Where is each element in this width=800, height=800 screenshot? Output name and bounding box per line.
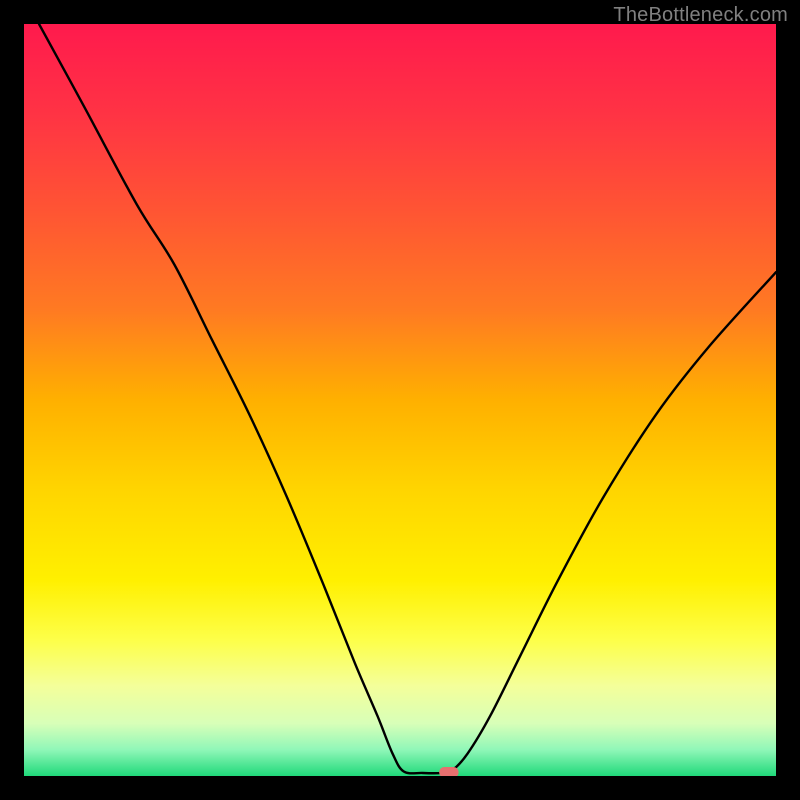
chart-svg [24, 24, 776, 776]
watermark-text: TheBottleneck.com [613, 4, 788, 27]
optimal-point-marker [439, 767, 459, 776]
plot-area [24, 24, 776, 776]
chart-background [24, 24, 776, 776]
